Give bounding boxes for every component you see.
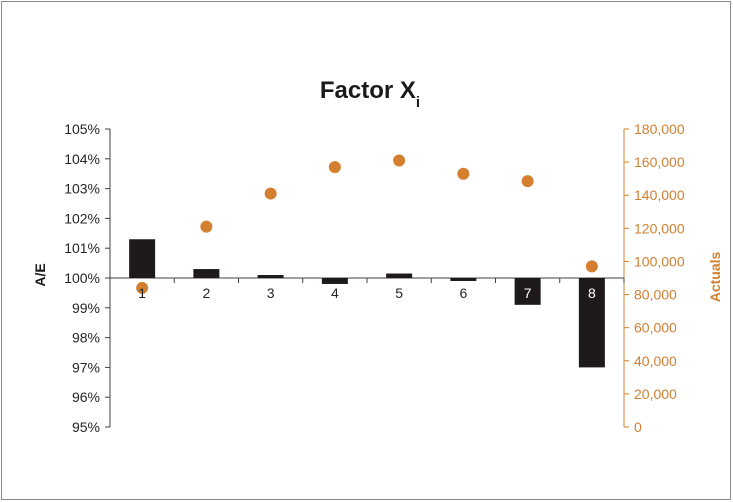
y-tick-label-left: 96% <box>72 389 100 405</box>
point <box>136 281 149 294</box>
bar <box>257 275 284 278</box>
y-tick-label-left: 101% <box>64 240 100 256</box>
chart-title-subscript: i <box>416 94 420 111</box>
y-tick-label-right: 0 <box>634 419 642 435</box>
y-tick-label-right: 60,000 <box>634 320 677 336</box>
bar <box>450 278 477 281</box>
bar <box>321 278 348 284</box>
point <box>200 220 213 233</box>
y-tick-label-left: 104% <box>64 151 100 167</box>
y-tick-label-left: 98% <box>72 330 100 346</box>
bar <box>129 239 156 278</box>
point <box>328 161 341 174</box>
bar <box>514 278 541 305</box>
category-label: 7 <box>524 285 532 301</box>
point <box>393 154 406 167</box>
point <box>457 167 470 180</box>
category-labels: 1 2 3 4 5 6 7 8 <box>138 285 596 301</box>
point <box>521 175 534 188</box>
y-tick-label-left: 103% <box>64 181 100 197</box>
category-label: 4 <box>331 285 339 301</box>
point <box>264 187 277 200</box>
axes: 95% 96% 97% 98% 99% 100% 101% 102% 103% 104% 105% 0… <box>64 121 685 435</box>
y-tick-label-left: 100% <box>64 270 100 286</box>
category-label: 8 <box>588 285 596 301</box>
bars <box>129 239 605 368</box>
y-tick-label-left: 105% <box>64 121 100 137</box>
category-label: 5 <box>395 285 403 301</box>
bar <box>578 278 605 368</box>
category-label: 2 <box>202 285 210 301</box>
y-tick-label-left: 95% <box>72 419 100 435</box>
category-label: 3 <box>267 285 275 301</box>
y-tick-label-right: 20,000 <box>634 386 677 402</box>
chart-title: Factor Xi <box>320 77 420 111</box>
chart-title-main: Factor X <box>320 77 416 104</box>
y-axis-label-left: A/E <box>32 263 48 286</box>
y-tick-label-right: 40,000 <box>634 353 677 369</box>
y-axis-label-right: Actuals <box>707 252 723 303</box>
y-tick-label-left: 99% <box>72 300 100 316</box>
point <box>585 260 598 273</box>
points <box>136 154 598 294</box>
y-tick-label-right: 140,000 <box>634 187 685 203</box>
y-tick-label-right: 180,000 <box>634 121 685 137</box>
y-tick-label-right: 120,000 <box>634 220 685 236</box>
y-tick-label-right: 80,000 <box>634 287 677 303</box>
y-tick-label-left: 97% <box>72 359 100 375</box>
category-label: 6 <box>459 285 467 301</box>
y-tick-label-right: 100,000 <box>634 253 685 269</box>
y-tick-label-right: 160,000 <box>634 154 685 170</box>
category-label: 1 <box>138 285 146 301</box>
y-tick-label-left: 102% <box>64 210 100 226</box>
bar <box>386 273 413 278</box>
bar <box>193 269 220 278</box>
